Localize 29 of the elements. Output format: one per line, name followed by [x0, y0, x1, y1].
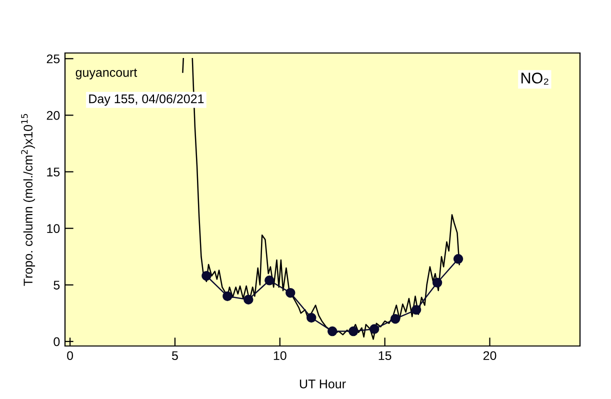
- x-tick-label: 5: [172, 351, 178, 360]
- y-tick-label: 20: [46, 111, 60, 120]
- point: [348, 326, 358, 336]
- point: [432, 278, 442, 288]
- y-tick-label: 0: [54, 337, 60, 346]
- annotation: NO₂: [522, 72, 548, 85]
- annotation: Day 155, 04/06/2021: [89, 94, 204, 106]
- point: [306, 312, 316, 323]
- y-tick-label: 10: [47, 224, 60, 233]
- x-axis-title: UT Hour: [300, 380, 346, 388]
- point: [244, 294, 254, 304]
- annotation: guyancourt: [76, 68, 138, 80]
- point: [222, 291, 232, 302]
- point: [411, 304, 422, 315]
- point: [202, 271, 212, 281]
- point: [369, 324, 380, 334]
- point: [264, 276, 274, 286]
- y-tick-label: 25: [46, 54, 60, 64]
- point: [286, 288, 296, 298]
- y-axis-title: Tropo. column (mol./cm$^{2}$)x10$^{15}$: [21, 114, 35, 286]
- y-tick-label: 15: [47, 168, 60, 176]
- point: [328, 326, 338, 336]
- point: [390, 314, 400, 324]
- y-tick-label: 5: [54, 280, 60, 290]
- point: [453, 254, 464, 264]
- x-tick-label: 0: [67, 351, 74, 360]
- x-tick-label: 10: [274, 351, 286, 360]
- x-tick-label: 20: [483, 351, 496, 360]
- x-tick-label: 15: [378, 351, 392, 360]
